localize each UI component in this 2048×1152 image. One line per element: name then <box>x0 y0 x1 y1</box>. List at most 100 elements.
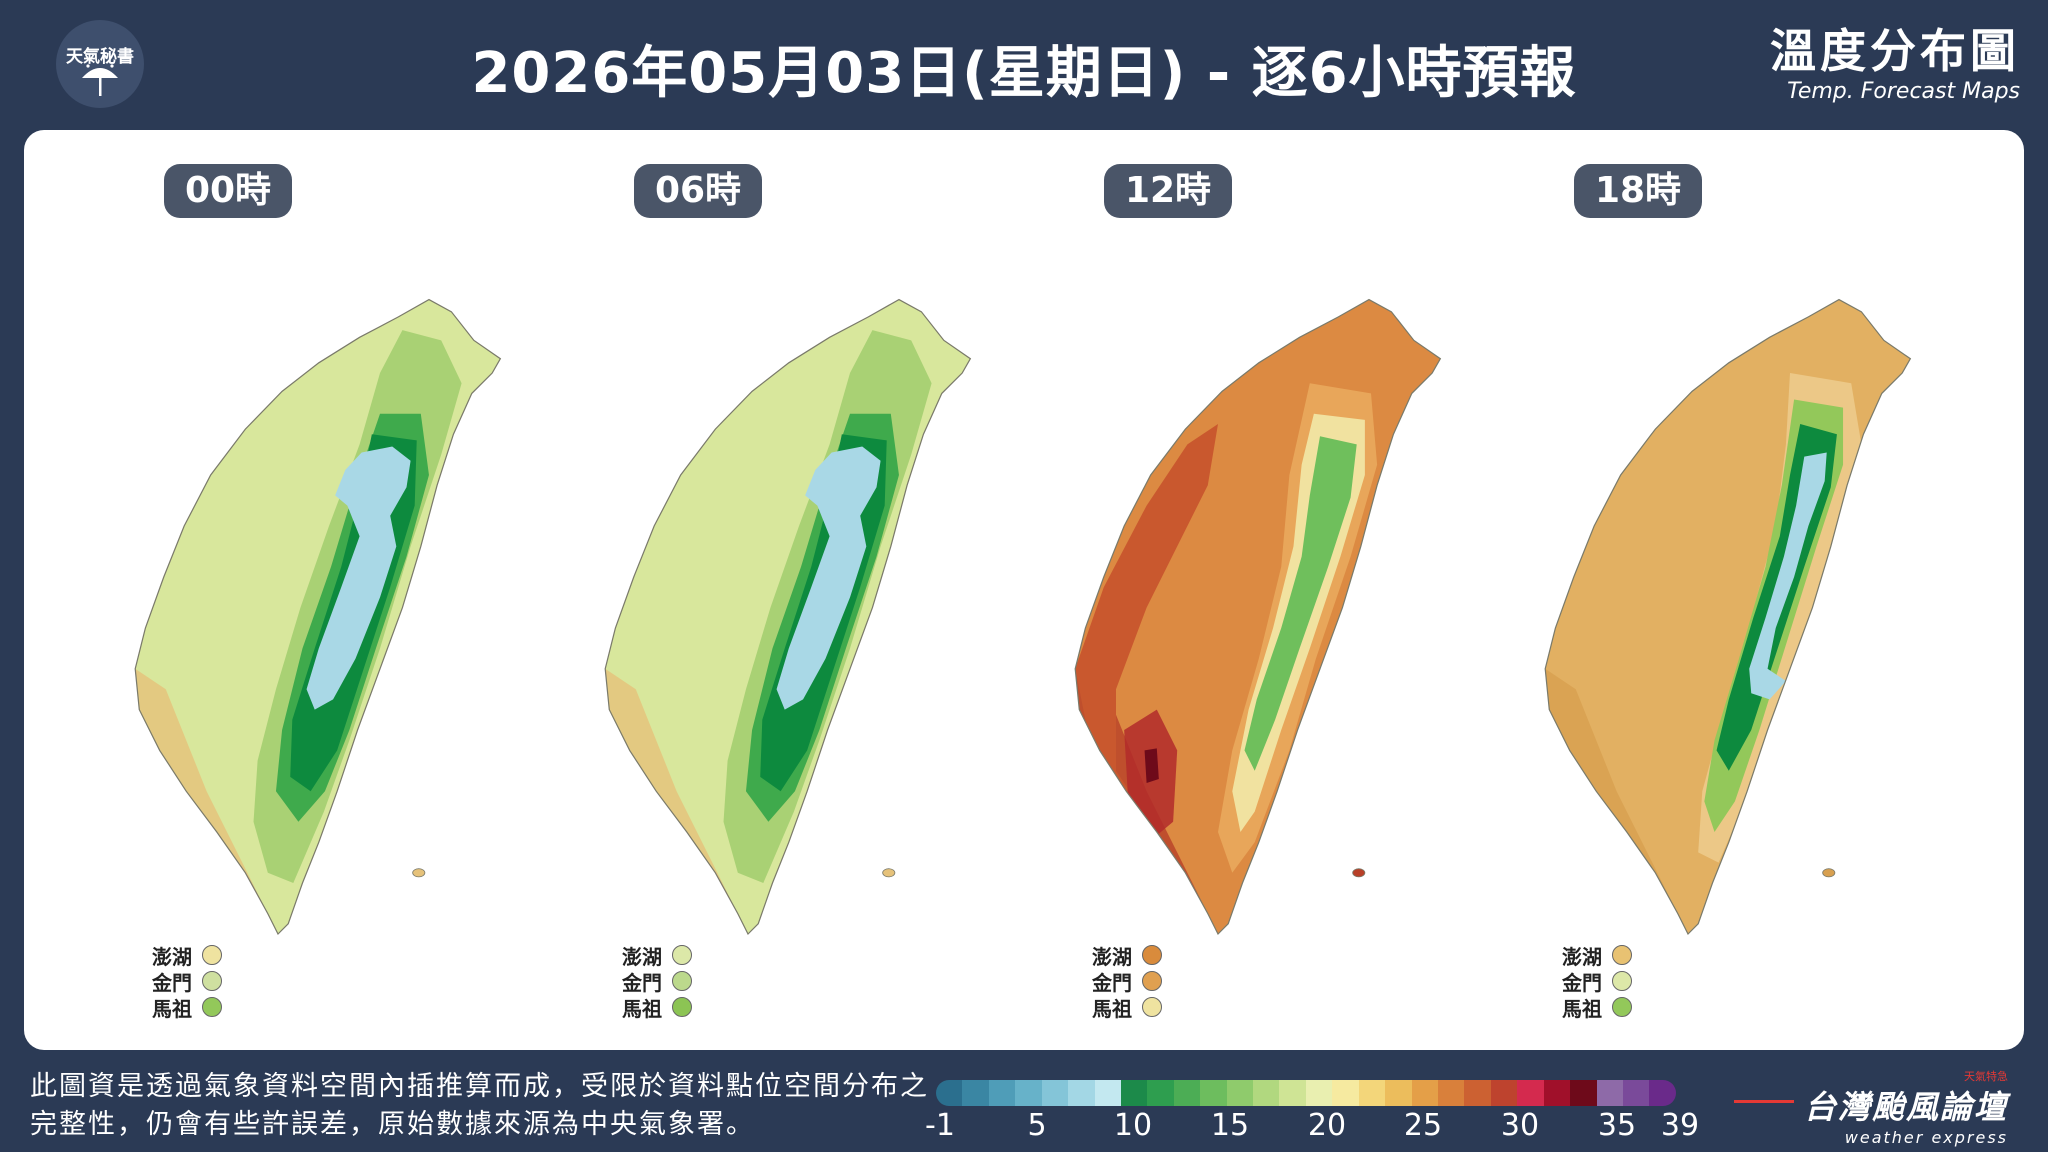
scale-swatch <box>1622 1080 1650 1106</box>
scale-tick-label: 25 <box>1403 1108 1443 1143</box>
forum-subtitle: weather express <box>1844 1128 2008 1147</box>
island-name: 金門 <box>1092 970 1132 995</box>
scale-swatch <box>1411 1080 1439 1106</box>
scale-swatch <box>1068 1080 1095 1106</box>
weather-secretary-logo: 天氣秘書 <box>56 20 144 108</box>
outer-islands-legend: 澎湖 金門 馬祖 <box>152 942 222 1021</box>
island-name: 馬祖 <box>152 996 192 1021</box>
island-dot <box>672 971 692 991</box>
scale-swatch <box>1490 1080 1518 1106</box>
page-title: 2026年05月03日(星期日) - 逐6小時預報 <box>471 41 1577 106</box>
taiwan-map <box>1074 298 1442 936</box>
taiwan-map <box>1544 298 1912 936</box>
brand-title: 溫度分布圖 <box>1770 24 2020 78</box>
scale-swatch <box>1464 1080 1491 1106</box>
typhoon-forum-logo: 天氣特急 台灣颱風論壇 weather express <box>1733 1070 2008 1147</box>
scale-swatch <box>988 1080 1016 1106</box>
temperature-zone <box>1749 452 1827 700</box>
island-name: 澎湖 <box>1562 944 1602 969</box>
scale-swatch <box>962 1080 989 1106</box>
island-dot <box>1142 997 1162 1017</box>
taiwan-map <box>604 298 972 936</box>
scale-swatch <box>1385 1080 1412 1106</box>
time-badge: 00時 <box>164 164 292 218</box>
scale-swatch <box>936 1080 963 1106</box>
outer-islands-legend: 澎湖 金門 馬祖 <box>622 942 692 1021</box>
coastline <box>604 298 972 936</box>
scale-tick-label: 30 <box>1500 1108 1540 1143</box>
island-dot <box>1142 971 1162 991</box>
maps-panel: 00時 澎湖 金門 馬祖 06時 澎湖 金門 馬祖 12時 澎湖 金門 馬祖 1… <box>24 130 2024 1050</box>
island-dot <box>672 997 692 1017</box>
island-name: 澎湖 <box>622 944 662 969</box>
scale-swatch <box>1332 1080 1359 1106</box>
island-name: 金門 <box>622 970 662 995</box>
island-dot <box>202 997 222 1017</box>
scale-tick-label: 20 <box>1307 1108 1347 1143</box>
offshore-island <box>412 868 426 878</box>
island-name: 馬祖 <box>1092 996 1132 1021</box>
temperature-zone <box>306 446 411 710</box>
island-name: 澎湖 <box>1092 944 1132 969</box>
scale-swatch <box>1517 1080 1544 1106</box>
forum-name: 台灣颱風論壇 <box>1803 1088 2008 1126</box>
map-panel-12: 12時 澎湖 金門 馬祖 <box>1004 130 1474 1050</box>
scale-swatch <box>1649 1080 1676 1106</box>
island-name: 金門 <box>1562 970 1602 995</box>
island-dot <box>1142 945 1162 965</box>
map-panel-06: 06時 澎湖 金門 馬祖 <box>534 130 1004 1050</box>
scale-swatch <box>1173 1080 1201 1106</box>
coastline <box>1544 298 1912 936</box>
brand-accent-line <box>1733 1100 1794 1103</box>
scale-swatch <box>1438 1080 1465 1106</box>
offshore-island <box>1822 868 1836 878</box>
brand-tag: 天氣特急 <box>1964 1070 2008 1083</box>
time-badge: 06時 <box>634 164 762 218</box>
scale-swatch <box>1596 1080 1623 1106</box>
taiwan-map <box>134 298 502 936</box>
time-badge: 12時 <box>1104 164 1232 218</box>
scale-swatch <box>1570 1080 1597 1106</box>
island-name: 金門 <box>152 970 192 995</box>
temperature-color-scale: -1 5 10 15 20 25 30 35 39 <box>925 1080 1699 1148</box>
data-source-note: 此圖資是透過氣象資料空間內插推算而成，受限於資料點位空間分布之完整性，仍會有些許… <box>30 1071 929 1140</box>
umbrella-icon <box>82 64 118 96</box>
scale-tick-label: 39 <box>1660 1108 1700 1143</box>
scale-swatch <box>1226 1080 1254 1106</box>
island-dot <box>1612 997 1632 1017</box>
scale-swatch <box>1094 1080 1121 1106</box>
scale-tick-label: -1 <box>925 1108 955 1143</box>
scale-tick-label: 10 <box>1113 1108 1153 1143</box>
brand-block: 溫度分布圖 Temp. Forecast Maps <box>1770 26 2020 104</box>
time-badge: 18時 <box>1574 164 1702 218</box>
island-dot <box>202 945 222 965</box>
map-panel-18: 18時 澎湖 金門 馬祖 <box>1474 130 1944 1050</box>
scale-swatch <box>1279 1080 1306 1106</box>
island-name: 馬祖 <box>1562 996 1602 1021</box>
scale-swatch <box>1200 1080 1227 1106</box>
scale-swatch <box>1543 1080 1571 1106</box>
color-scale-ticks: -1 5 10 15 20 25 30 35 39 <box>925 1108 1699 1148</box>
scale-swatch <box>1358 1080 1386 1106</box>
color-scale-bar <box>936 1080 1676 1106</box>
logo-label: 天氣秘書 <box>66 47 134 67</box>
scale-swatch <box>1041 1080 1069 1106</box>
temperature-zone <box>1244 436 1357 771</box>
scale-swatch <box>1305 1080 1333 1106</box>
temperature-zone <box>1144 748 1159 784</box>
brand-subtitle: Temp. Forecast Maps <box>1787 78 2020 104</box>
offshore-island <box>882 868 896 878</box>
scale-tick-label: 15 <box>1210 1108 1250 1143</box>
island-dot <box>1612 971 1632 991</box>
island-dot <box>672 945 692 965</box>
outer-islands-legend: 澎湖 金門 馬祖 <box>1092 942 1162 1021</box>
island-name: 馬祖 <box>622 996 662 1021</box>
scale-tick-label: 5 <box>1027 1108 1047 1143</box>
scale-swatch <box>1253 1080 1280 1106</box>
outer-islands-legend: 澎湖 金門 馬祖 <box>1562 942 1632 1021</box>
offshore-island <box>1352 868 1366 878</box>
scale-tick-label: 35 <box>1597 1108 1637 1143</box>
island-name: 澎湖 <box>152 944 192 969</box>
map-panel-00: 00時 澎湖 金門 馬祖 <box>64 130 534 1050</box>
scale-swatch <box>1015 1080 1042 1106</box>
